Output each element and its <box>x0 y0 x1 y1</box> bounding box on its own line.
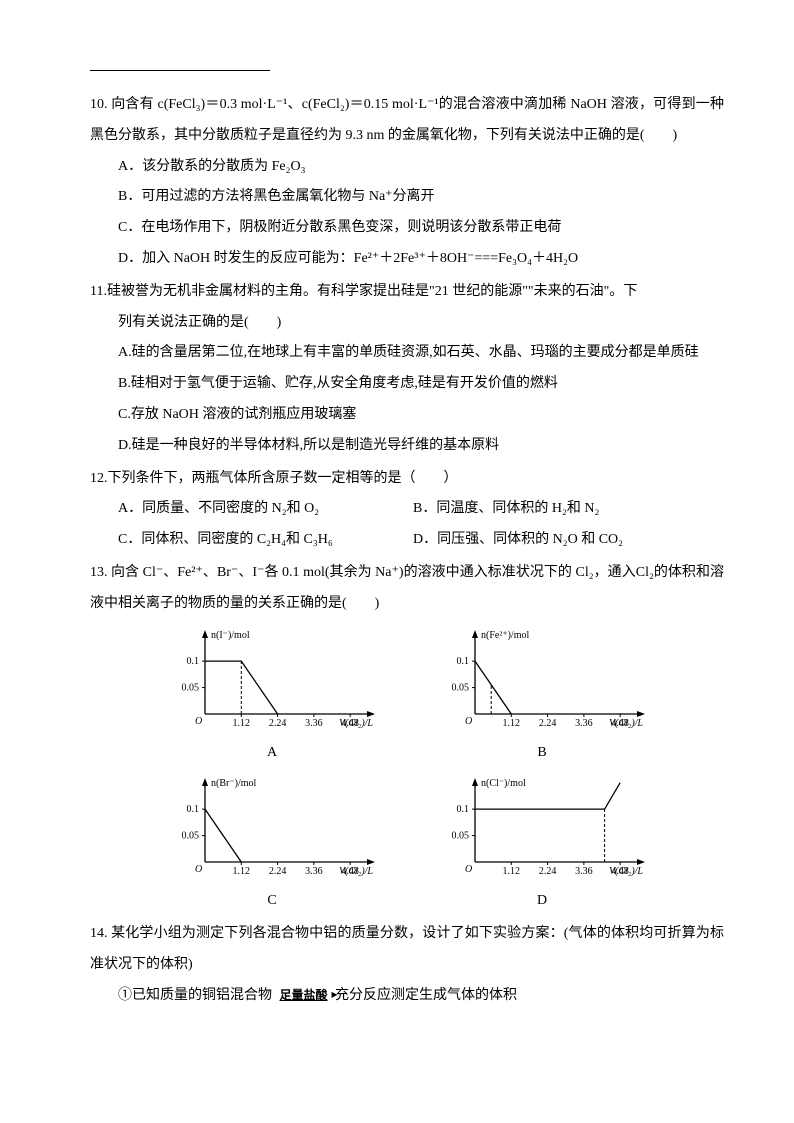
svg-text:2.24: 2.24 <box>539 718 557 729</box>
q12-opt-d: D．同压强、同体积的 N₂O 和 CO₂ <box>413 525 623 556</box>
svg-text:0.1: 0.1 <box>187 804 200 815</box>
q11-opt-d: D.硅是一种良好的半导体材料,所以是制造光导纤维的基本原料 <box>118 431 724 462</box>
q10-opt-a: A．该分散系的分散质为 Fe₂O₃ <box>118 152 724 183</box>
chart-a-wrap: O0.050.11.122.243.364.48n(I⁻)/molV(Cl₂)/… <box>167 626 377 769</box>
question-10: 10. 向含有 c(FeCl₃)＝0.3 mol·L⁻¹、c(FeCl₂)＝0.… <box>90 90 724 275</box>
chart-b: O0.050.11.122.243.364.48n(Fe²⁺)/molV(Cl₂… <box>437 626 647 736</box>
question-11: 11.硅被誉为无机非金属材料的主角。有科学家提出硅是"21 世纪的能源""未来的… <box>90 277 724 462</box>
q13-charts-row-1: O0.050.11.122.243.364.48n(I⁻)/molV(Cl₂)/… <box>90 626 724 769</box>
svg-text:n(Fe²⁺)/mol: n(Fe²⁺)/mol <box>481 630 529 641</box>
q12-stem: 12.下列条件下，两瓶气体所含原子数一定相等的是（ ） <box>90 464 724 495</box>
q11-opt-c: C.存放 NaOH 溶液的试剂瓶应用玻璃塞 <box>118 400 724 431</box>
q11-stem: 11.硅被誉为无机非金属材料的主角。有科学家提出硅是"21 世纪的能源""未来的… <box>90 277 724 339</box>
chart-a-label: A <box>267 738 277 769</box>
svg-text:2.24: 2.24 <box>269 866 287 877</box>
svg-text:0.1: 0.1 <box>187 656 200 667</box>
chart-c-label: C <box>267 886 276 917</box>
q12-options: A．同质量、不同密度的 N₂和 O₂ B．同温度、同体积的 H₂和 N₂ C．同… <box>90 494 724 556</box>
svg-text:3.36: 3.36 <box>305 866 323 877</box>
svg-text:1.12: 1.12 <box>503 866 521 877</box>
q11-opt-a: A.硅的含量居第二位,在地球上有丰富的单质硅资源,如石英、水晶、玛瑙的主要成分都… <box>118 338 724 369</box>
q14-line1-post: 充分反应测定生成气体的体积 <box>335 988 517 1003</box>
svg-text:V(Cl₂)/L: V(Cl₂)/L <box>339 866 373 877</box>
q13-stem: 13. 向含 Cl⁻、Fe²⁺、Br⁻、I⁻各 0.1 mol(其余为 Na⁺)… <box>90 558 724 620</box>
chart-b-label: B <box>537 738 546 769</box>
svg-text:O: O <box>465 716 472 727</box>
svg-text:1.12: 1.12 <box>503 718 521 729</box>
question-13: 13. 向含 Cl⁻、Fe²⁺、Br⁻、I⁻各 0.1 mol(其余为 Na⁺)… <box>90 558 724 917</box>
chart-d-wrap: O0.050.11.122.243.364.48n(Cl⁻)/molV(Cl₂)… <box>437 774 647 917</box>
arrow-head-icon: ▸ <box>331 981 337 1007</box>
svg-text:0.1: 0.1 <box>457 804 470 815</box>
svg-text:3.36: 3.36 <box>575 718 593 729</box>
chart-b-wrap: O0.050.11.122.243.364.48n(Fe²⁺)/molV(Cl₂… <box>437 626 647 769</box>
svg-text:V(Cl₂)/L: V(Cl₂)/L <box>609 718 643 729</box>
q10-options: A．该分散系的分散质为 Fe₂O₃ B．可用过滤的方法将黑色金属氧化物与 Na⁺… <box>90 152 724 275</box>
q10-opt-d: D．加入 NaOH 时发生的反应可能为：Fe²⁺＋2Fe³⁺＋8OH⁻===Fe… <box>118 244 724 275</box>
q10-stem: 10. 向含有 c(FeCl₃)＝0.3 mol·L⁻¹、c(FeCl₂)＝0.… <box>90 90 724 152</box>
svg-text:n(Cl⁻)/mol: n(Cl⁻)/mol <box>481 778 526 789</box>
chart-d: O0.050.11.122.243.364.48n(Cl⁻)/molV(Cl₂)… <box>437 774 647 884</box>
svg-text:0.05: 0.05 <box>452 682 470 693</box>
svg-text:O: O <box>195 716 202 727</box>
header-rule <box>90 70 270 71</box>
q11-stem-line1: 11.硅被誉为无机非金属材料的主角。有科学家提出硅是"21 世纪的能源""未来的… <box>90 284 637 299</box>
chart-a: O0.050.11.122.243.364.48n(I⁻)/molV(Cl₂)/… <box>167 626 377 736</box>
question-14: 14. 某化学小组为测定下列各混合物中铝的质量分数，设计了如下实验方案：(气体的… <box>90 919 724 1011</box>
svg-text:n(Br⁻)/mol: n(Br⁻)/mol <box>211 778 256 789</box>
reaction-arrow: 足量盐酸 ▸ <box>276 981 332 1012</box>
q13-charts-row-2: O0.050.11.122.243.364.48n(Br⁻)/molV(Cl₂)… <box>90 774 724 917</box>
arrow-condition: 足量盐酸 <box>280 988 328 1002</box>
svg-text:O: O <box>465 864 472 875</box>
svg-text:3.36: 3.36 <box>305 718 323 729</box>
svg-text:V(Cl₂)/L: V(Cl₂)/L <box>339 718 373 729</box>
svg-text:0.05: 0.05 <box>182 831 200 842</box>
svg-text:1.12: 1.12 <box>233 866 251 877</box>
q11-opt-b: B.硅相对于氢气便于运输、贮存,从安全角度考虑,硅是有开发价值的燃料 <box>118 369 724 400</box>
q11-stem-line2: 列有关说法正确的是( ) <box>90 308 281 339</box>
q14-line1: ①已知质量的铜铝混合物 足量盐酸 ▸ 充分反应测定生成气体的体积 <box>90 981 724 1012</box>
chart-c: O0.050.11.122.243.364.48n(Br⁻)/molV(Cl₂)… <box>167 774 377 884</box>
svg-text:1.12: 1.12 <box>233 718 251 729</box>
q12-opt-b: B．同温度、同体积的 H₂和 N₂ <box>413 494 599 525</box>
q12-opt-a: A．同质量、不同密度的 N₂和 O₂ <box>118 494 413 525</box>
svg-text:0.05: 0.05 <box>182 682 200 693</box>
svg-text:O: O <box>195 864 202 875</box>
q10-opt-c: C．在电场作用下，阴极附近分散系黑色变深，则说明该分散系带正电荷 <box>118 213 724 244</box>
svg-text:n(I⁻)/mol: n(I⁻)/mol <box>211 630 250 641</box>
svg-text:3.36: 3.36 <box>575 866 593 877</box>
q11-options: A.硅的含量居第二位,在地球上有丰富的单质硅资源,如石英、水晶、玛瑙的主要成分都… <box>90 338 724 461</box>
q10-opt-b: B．可用过滤的方法将黑色金属氧化物与 Na⁺分离开 <box>118 182 724 213</box>
chart-d-label: D <box>537 886 547 917</box>
svg-text:0.05: 0.05 <box>452 831 470 842</box>
svg-text:2.24: 2.24 <box>269 718 287 729</box>
svg-text:2.24: 2.24 <box>539 866 557 877</box>
q14-stem: 14. 某化学小组为测定下列各混合物中铝的质量分数，设计了如下实验方案：(气体的… <box>90 919 724 981</box>
svg-text:0.1: 0.1 <box>457 656 470 667</box>
q14-line1-pre: ①已知质量的铜铝混合物 <box>118 988 272 1003</box>
chart-c-wrap: O0.050.11.122.243.364.48n(Br⁻)/molV(Cl₂)… <box>167 774 377 917</box>
svg-text:V(Cl₂)/L: V(Cl₂)/L <box>609 866 643 877</box>
question-12: 12.下列条件下，两瓶气体所含原子数一定相等的是（ ） A．同质量、不同密度的 … <box>90 464 724 556</box>
q12-opt-c: C．同体积、同密度的 C₂H₄和 C₃H₆ <box>118 525 413 556</box>
